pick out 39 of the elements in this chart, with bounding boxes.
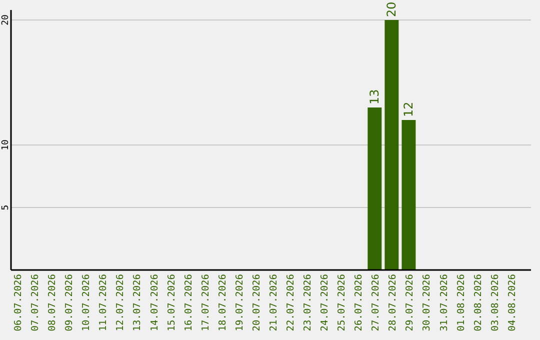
bar: [384, 20, 399, 270]
x-tick-label: 27.07.2026: [370, 274, 382, 332]
x-tick-label: 15.07.2026: [166, 274, 178, 332]
x-tick-label: 19.07.2026: [234, 274, 246, 332]
x-tick-label: 22.07.2026: [285, 274, 296, 332]
x-tick-label: 24.07.2026: [320, 274, 331, 332]
x-tick-label: 14.07.2026: [149, 274, 160, 332]
x-tick-label: 21.07.2026: [268, 274, 280, 332]
x-tick-label: 13.07.2026: [132, 274, 144, 332]
x-tick-label: 08.07.2026: [47, 274, 58, 332]
x-tick-label: 10.07.2026: [81, 274, 92, 332]
x-tick-label: 11.07.2026: [98, 274, 110, 332]
x-tick-label: 29.07.2026: [404, 274, 416, 332]
x-tick-label: 02.08.2026: [472, 274, 484, 332]
bar: [368, 108, 382, 270]
x-tick-label: 06.07.2026: [13, 274, 24, 332]
x-tick-label: 26.07.2026: [354, 274, 365, 332]
x-tick-label: 07.07.2026: [30, 274, 42, 332]
y-tick-label: 10: [1, 140, 11, 150]
x-tick-label: 09.07.2026: [64, 274, 76, 332]
bar: [402, 120, 416, 270]
x-tick-label: 23.07.2026: [302, 274, 314, 332]
x-tick-label: 16.07.2026: [183, 274, 194, 332]
y-tick-label: 20: [1, 14, 11, 26]
data-label: 13: [368, 89, 382, 104]
data-label: 12: [402, 102, 416, 117]
x-tick-label: 17.07.2026: [200, 274, 212, 332]
x-tick-label: 03.08.2026: [490, 274, 501, 332]
x-tick-label: 01.08.2026: [456, 274, 467, 332]
x-tick-label: 25.07.2026: [336, 274, 348, 332]
x-tick-label: 12.07.2026: [115, 274, 126, 332]
x-tick-label: 20.07.2026: [251, 274, 262, 332]
data-label: 20: [384, 2, 399, 17]
x-tick-label: 30.07.2026: [422, 274, 433, 332]
x-tick-label: 04.08.2026: [506, 274, 518, 332]
y-tick-label: 5: [1, 204, 11, 210]
x-tick-label: 18.07.2026: [217, 274, 228, 332]
x-tick-label: 31.07.2026: [438, 274, 450, 332]
x-tick-label: 28.07.2026: [388, 274, 399, 332]
